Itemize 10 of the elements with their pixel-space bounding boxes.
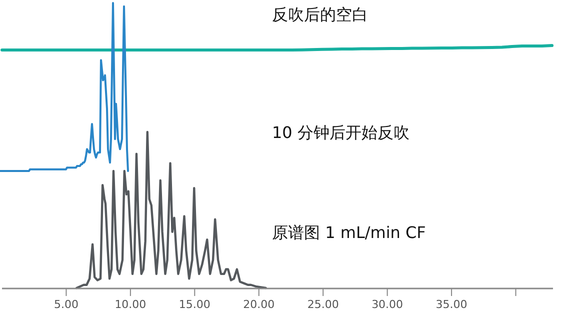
x-tick-label: 30.00 (372, 298, 404, 311)
x-tick-label: 20.00 (243, 298, 275, 311)
series-label: 反吹后的空白 (272, 5, 368, 24)
x-tick-label: 15.00 (178, 298, 210, 311)
x-tick-label: 5.00 (54, 298, 78, 311)
text: 10 分钟后开始反吹 (272, 123, 410, 142)
x-tick-label: 10.00 (114, 298, 146, 311)
text: 原谱图 1 mL/min CF (272, 223, 426, 242)
x-tick-label: 35.00 (436, 298, 468, 311)
x-tick-label: 25.00 (307, 298, 339, 311)
